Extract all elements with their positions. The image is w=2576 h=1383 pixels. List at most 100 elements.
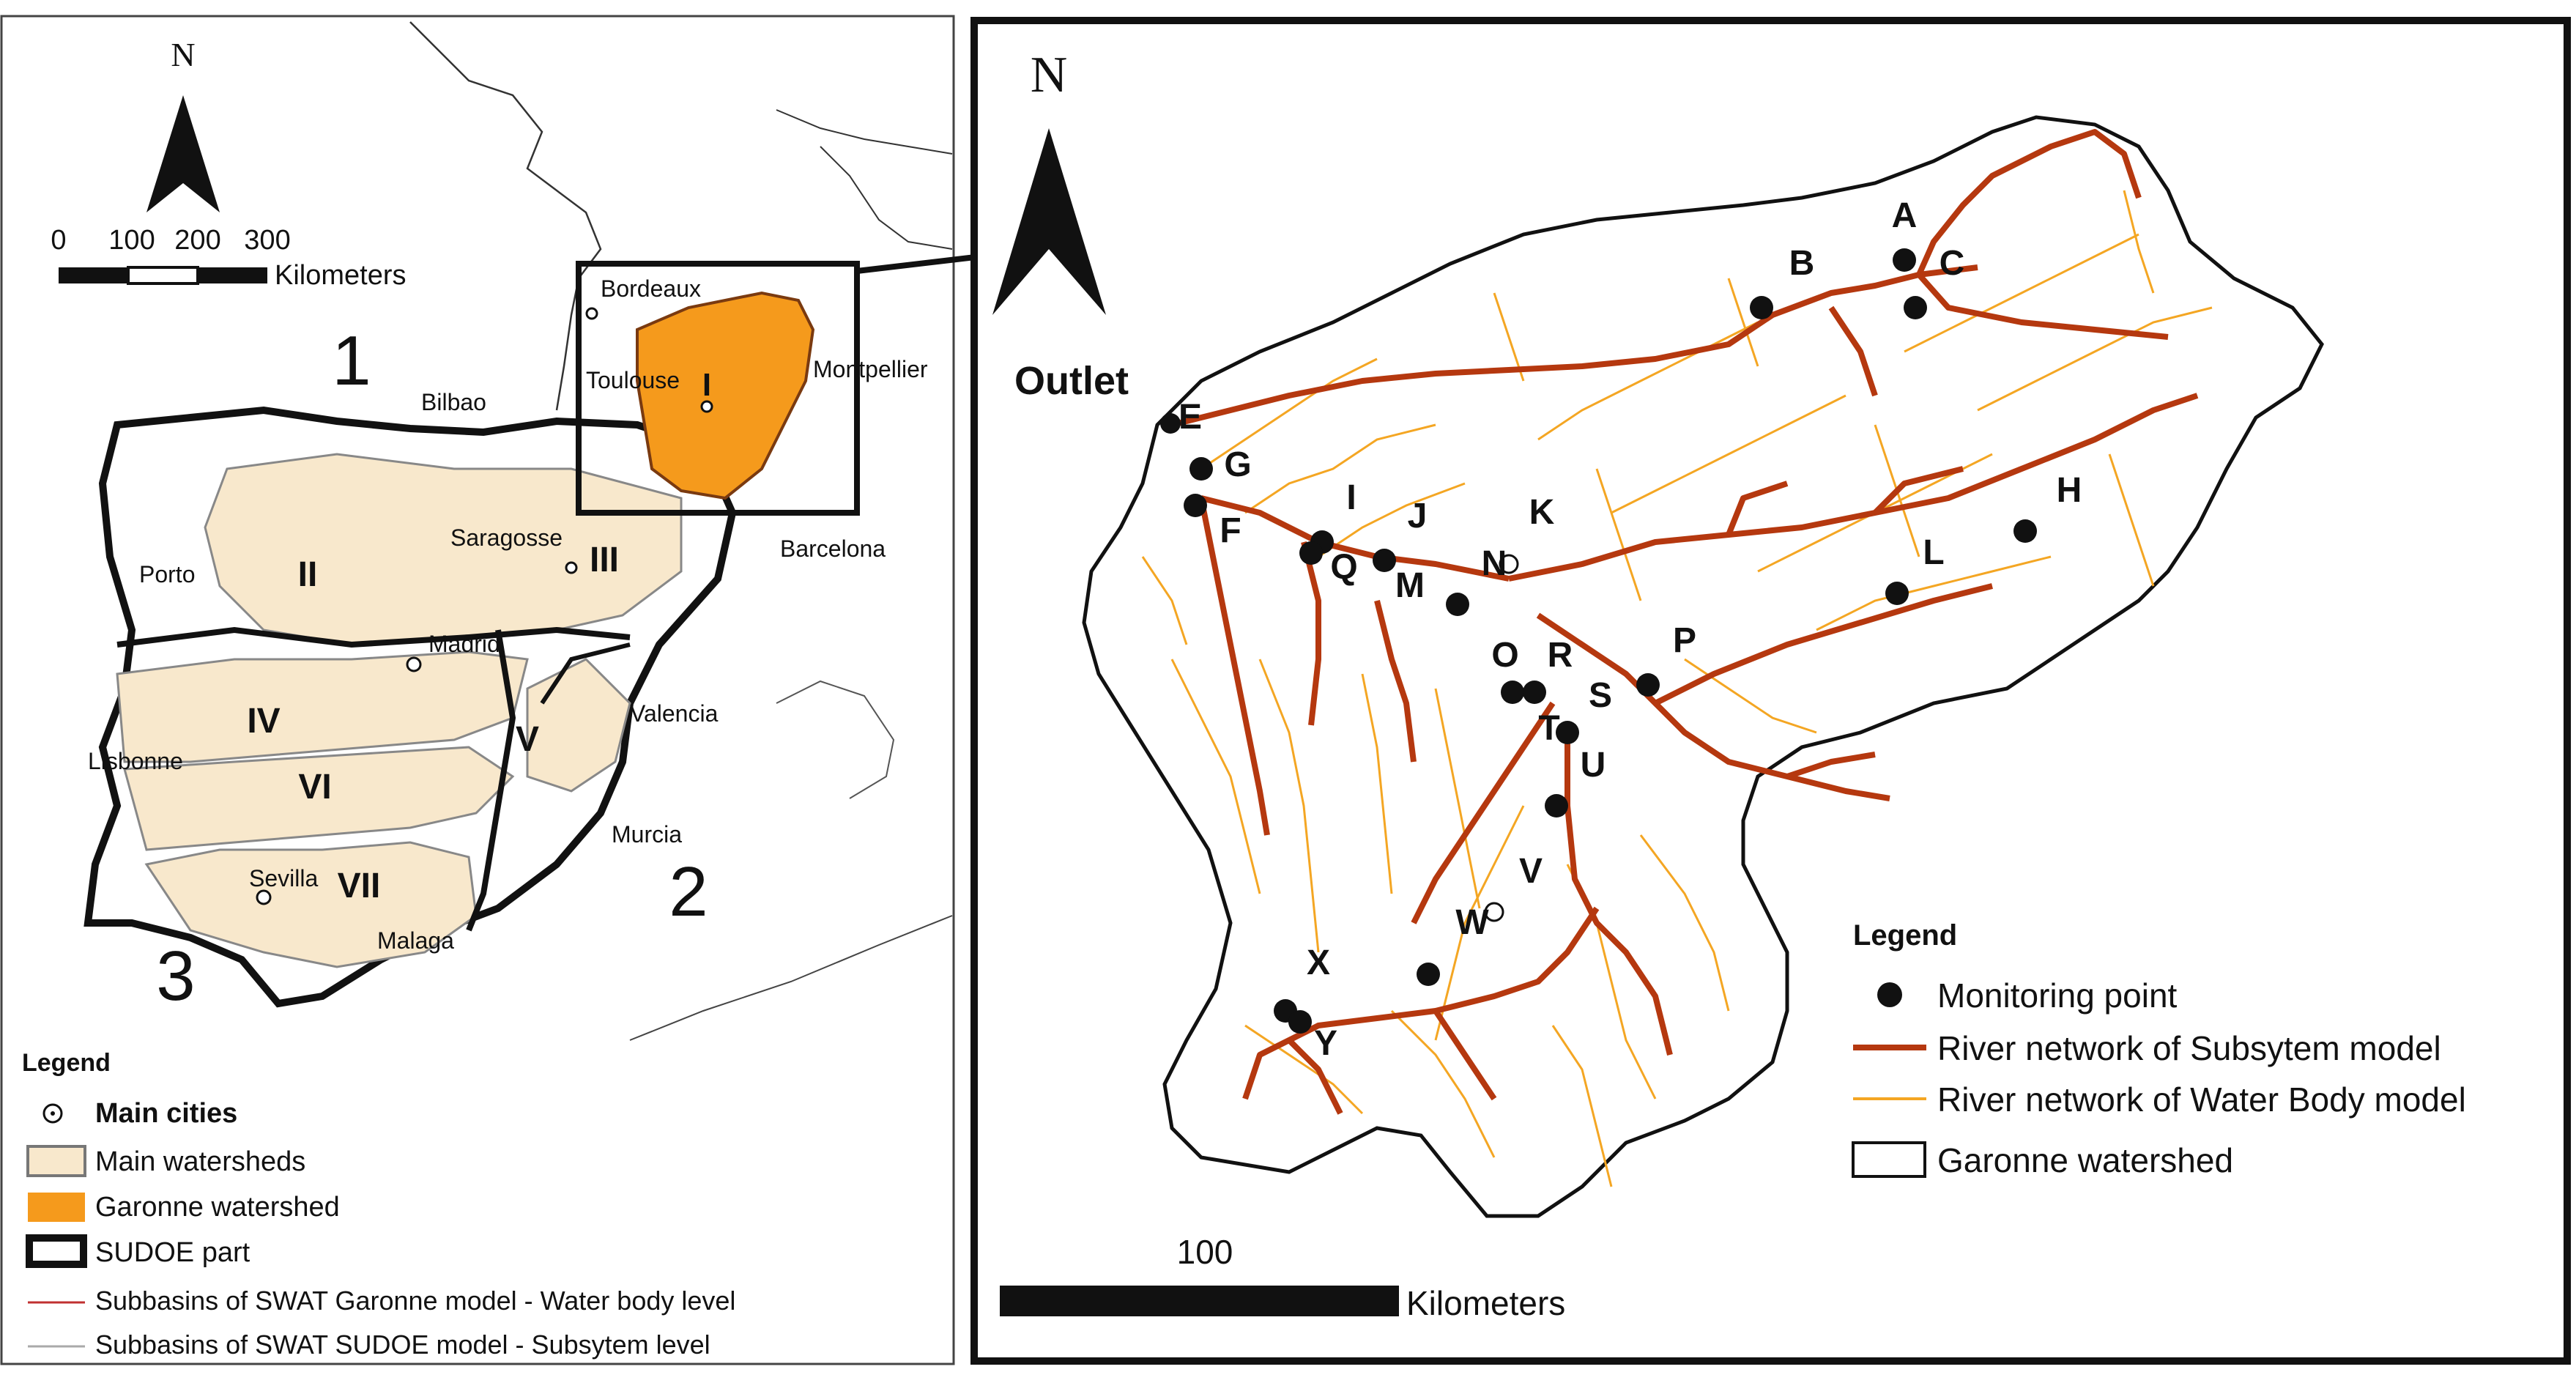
- label-p: P: [1673, 621, 1696, 660]
- watershed-id-iii: III: [590, 541, 619, 579]
- coastline-france: [409, 21, 602, 411]
- north-arrow-right: N: [992, 47, 1106, 315]
- zone-number-1: 1: [332, 322, 371, 400]
- scale-tick-0: 0: [51, 225, 66, 256]
- point-c: [1904, 296, 1927, 319]
- city-porto: Porto: [139, 561, 195, 587]
- label-f: F: [1220, 511, 1241, 550]
- right-legend-title: Legend: [1853, 919, 1957, 952]
- left-legend: Legend Main cities Main watersheds Garon…: [22, 1049, 735, 1360]
- label-l: L: [1923, 533, 1944, 572]
- north-arrow-left: N: [146, 36, 220, 212]
- legend-label-garonne: Garonne watershed: [95, 1192, 340, 1223]
- city-sevilla: Sevilla: [249, 865, 318, 891]
- point-t: [1556, 721, 1579, 744]
- coastline-mediterranean: [776, 109, 953, 155]
- watershed-id-v: V: [516, 720, 539, 759]
- label-m: M: [1395, 566, 1425, 605]
- watershed-iv: [116, 650, 529, 763]
- label-j: J: [1408, 497, 1428, 535]
- watershed-id-iv: IV: [247, 702, 280, 741]
- point-f: [1184, 494, 1207, 517]
- point-r: [1523, 681, 1546, 704]
- watershed-ii-iii: [204, 453, 683, 646]
- city-bilbao: Bilbao: [421, 389, 486, 415]
- legend-beige-swatch: [26, 1145, 86, 1177]
- monitoring-points: [1160, 248, 2037, 1034]
- point-e: [1160, 413, 1181, 434]
- legend-label-subsystem-subbasins: Subbasins of SWAT SUDOE model - Subsytem…: [95, 1330, 710, 1360]
- point-w: [1417, 963, 1440, 986]
- legend-label-main-cities: Main cities: [95, 1098, 237, 1129]
- watershed-vi: [123, 746, 515, 851]
- legend-label-monitoring: Monitoring point: [1937, 976, 2178, 1015]
- label-g: G: [1224, 445, 1251, 484]
- waterbody-river-network: [1141, 190, 2213, 1187]
- city-toulouse: Toulouse: [586, 367, 680, 393]
- divide-v: [540, 642, 631, 705]
- point-a: [1893, 248, 1916, 272]
- label-x: X: [1307, 943, 1330, 982]
- label-b: B: [1789, 244, 1815, 283]
- label-o: O: [1491, 636, 1518, 675]
- city-markers: [256, 307, 713, 905]
- divide-north: [116, 626, 631, 648]
- label-w: W: [1455, 903, 1489, 942]
- label-c: C: [1940, 244, 1965, 283]
- scale-bar-left: 0 100 200 300 Kilometers: [51, 225, 406, 291]
- right-legend: Legend Monitoring point River network of…: [1852, 919, 2466, 1179]
- city-murcia: Murcia: [612, 821, 682, 848]
- point-l: [1885, 582, 1909, 605]
- city-lisbonne: Lisbonne: [88, 748, 183, 774]
- watershed-id-vi: VI: [298, 768, 331, 807]
- coastline-east: [820, 146, 953, 250]
- point-p: [1636, 673, 1660, 697]
- point-y: [1288, 1010, 1312, 1034]
- label-y: Y: [1314, 1024, 1337, 1063]
- city-bordeaux: Bordeaux: [601, 275, 701, 302]
- city-saragosse: Saragosse: [450, 524, 563, 551]
- garonne-inset-box: [576, 261, 860, 516]
- scale-tick-100: 100: [108, 225, 155, 256]
- garonne-watershed-fill: [636, 291, 815, 500]
- zone-number-2: 2: [669, 853, 708, 931]
- divide-east: [466, 629, 516, 932]
- label-e: E: [1178, 398, 1202, 437]
- label-k: K: [1529, 493, 1555, 532]
- point-h: [2013, 519, 2037, 543]
- label-v: V: [1519, 852, 1543, 891]
- point-m: [1446, 593, 1469, 616]
- label-u: U: [1581, 746, 1606, 785]
- label-h: H: [2057, 471, 2082, 510]
- label-q: Q: [1330, 548, 1357, 587]
- watershed-id-vii: VII: [338, 867, 381, 905]
- legend-outline-swatch: [1852, 1141, 1926, 1178]
- watershed-v: [526, 658, 631, 793]
- point-n: [1499, 554, 1519, 574]
- zone-number-3: 3: [156, 937, 195, 1015]
- sudoe-outline-iberia: [83, 406, 737, 1008]
- right-map-panel: N: [970, 17, 2571, 1365]
- legend-label-garonne-outline: Garonne watershed: [1937, 1141, 2233, 1179]
- label-n: N: [1482, 544, 1507, 583]
- label-a: A: [1892, 196, 1918, 235]
- legend-monitoring-dot: [1877, 982, 1902, 1007]
- watershed-id-i: I: [702, 367, 711, 403]
- city-montpellier: Montpellier: [813, 356, 928, 382]
- city-malaga: Malaga: [377, 927, 454, 954]
- left-legend-title: Legend: [22, 1049, 111, 1077]
- monitoring-point-labels: A B C E G F I Q J M K N H L P O R S T U …: [1178, 196, 2082, 1063]
- outlet-label: Outlet: [1014, 359, 1129, 403]
- scale-unit-right: Kilometers: [1406, 1284, 1565, 1322]
- north-label-right: N: [1031, 47, 1068, 103]
- scale-tick-300: 300: [244, 225, 290, 256]
- point-g: [1189, 457, 1213, 481]
- point-b: [1750, 296, 1773, 319]
- point-j: [1373, 549, 1396, 572]
- scale-bar-right: 100 Kilometers: [1000, 1233, 1565, 1322]
- label-r: R: [1548, 636, 1573, 675]
- balearic-islands: [776, 680, 895, 799]
- point-u: [1545, 794, 1568, 817]
- point-v: [1484, 902, 1504, 922]
